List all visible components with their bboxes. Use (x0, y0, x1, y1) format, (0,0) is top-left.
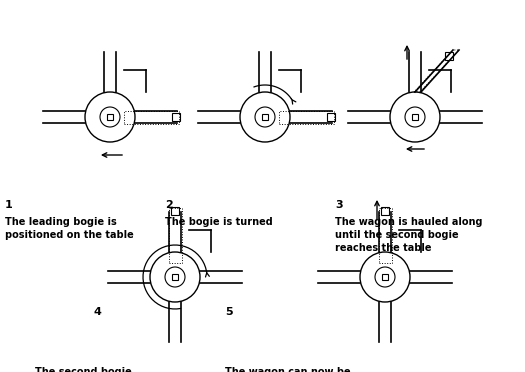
Bar (382, 274, 388, 280)
Text: 1: 1 (5, 200, 13, 210)
Bar (279, 110, 334, 124)
Text: The leading bogie is
positioned on the table: The leading bogie is positioned on the t… (5, 217, 134, 240)
Bar (445, 52, 453, 60)
Text: 3: 3 (335, 200, 343, 210)
Text: 2: 2 (165, 200, 173, 210)
Text: 4: 4 (93, 307, 101, 317)
Bar (327, 113, 335, 121)
Bar (172, 113, 180, 121)
Bar (169, 208, 182, 263)
Bar (172, 274, 178, 280)
Bar (379, 208, 392, 263)
Text: 5: 5 (225, 307, 233, 317)
Bar (124, 110, 178, 124)
Bar (262, 114, 268, 120)
Text: The second bogie
is then turned: The second bogie is then turned (35, 367, 132, 372)
Text: The wagon is hauled along
until the second bogie
reaches the table: The wagon is hauled along until the seco… (335, 217, 482, 253)
Bar (107, 114, 113, 120)
Bar (381, 207, 389, 215)
Bar (171, 207, 179, 215)
Bar (412, 114, 418, 120)
Text: The wagon can now be
hauled onto the new line: The wagon can now be hauled onto the new… (225, 367, 362, 372)
Text: The bogie is turned: The bogie is turned (165, 217, 273, 227)
